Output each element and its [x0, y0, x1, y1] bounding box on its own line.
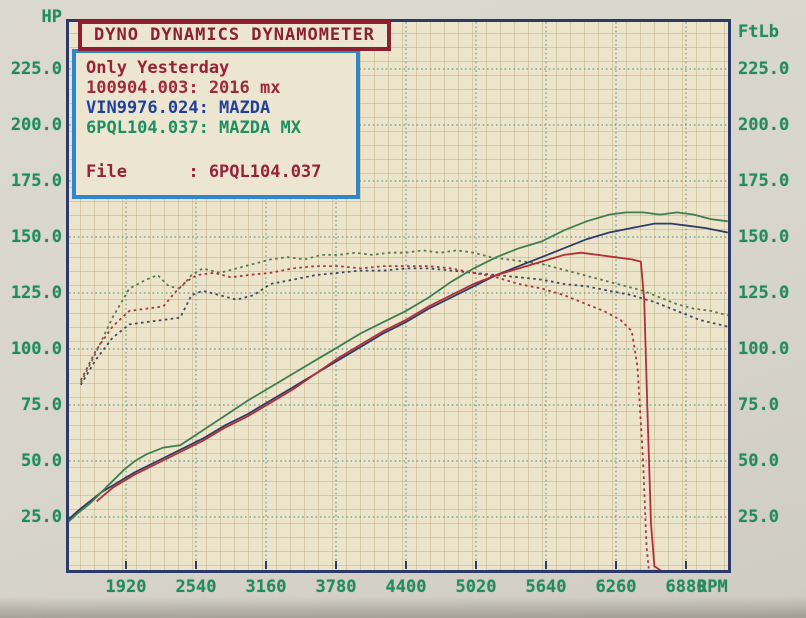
y-tick-label: 225.0: [738, 59, 790, 79]
curve-power-vin9976: [69, 222, 728, 521]
run-legend-line: 6PQL104.037: MAZDA MX: [86, 118, 301, 138]
x-tick-label: 5640: [525, 577, 567, 597]
title-bar: DYNO DYNAMICS DYNAMOMETER: [78, 20, 391, 51]
title-text: DYNO DYNAMICS DYNAMOMETER: [94, 25, 375, 45]
x-tick-label: 1920: [105, 577, 147, 597]
y-tick-label: 175.0: [738, 171, 790, 191]
curve-torque-6pql104: [79, 249, 728, 384]
rpm-axis-unit-label: RPM: [697, 577, 728, 597]
y-tick-label: 200.0: [10, 115, 62, 135]
y-tick-label: 25.0: [738, 507, 779, 527]
x-tick-label: 5020: [455, 577, 497, 597]
y-tick-label: 175.0: [10, 171, 62, 191]
y-tick-label: 100.0: [10, 339, 62, 359]
x-tick-label: 2540: [175, 577, 217, 597]
file-line: File : 6PQL104.037: [86, 162, 322, 182]
dyno-chart: [66, 19, 731, 573]
x-tick-label: 6260: [595, 577, 637, 597]
y-tick-label: 225.0: [10, 59, 62, 79]
y-tick-label: 50.0: [21, 451, 62, 471]
curve-power-6pql104: [69, 211, 728, 523]
y-tick-label: 100.0: [738, 339, 790, 359]
y-tick-label: 75.0: [738, 395, 779, 415]
y-tick-label: 150.0: [10, 227, 62, 247]
run-info-box: Only Yesterday 100904.003: 2016 mx VIN9976…: [72, 49, 360, 199]
y-tick-label: 75.0: [21, 395, 62, 415]
hp-axis-unit-label: HP: [41, 7, 62, 27]
curve-torque-100904: [79, 265, 650, 569]
curve-torque-vin9976: [80, 267, 728, 386]
x-tick-label: 3780: [315, 577, 357, 597]
ftlb-axis-unit-label: FtLb: [738, 22, 779, 42]
x-tick-label: 3160: [245, 577, 287, 597]
run-legend-lines: Only Yesterday 100904.003: 2016 mx VIN9976…: [86, 58, 356, 138]
y-tick-label: 125.0: [738, 283, 790, 303]
curve-power-100904: [96, 251, 662, 570]
y-tick-label: 200.0: [738, 115, 790, 135]
y-tick-label: 125.0: [10, 283, 62, 303]
y-tick-label: 50.0: [738, 451, 779, 471]
run-legend-line: 100904.003: 2016 mx: [86, 78, 281, 98]
y-tick-label: 25.0: [21, 507, 62, 527]
run-legend-line: Only Yesterday: [86, 58, 230, 78]
x-tick-label: 6880: [665, 577, 707, 597]
run-legend-line: VIN9976.024: MAZDA: [86, 98, 271, 118]
x-tick-label: 4400: [385, 577, 427, 597]
y-tick-label: 150.0: [738, 227, 790, 247]
